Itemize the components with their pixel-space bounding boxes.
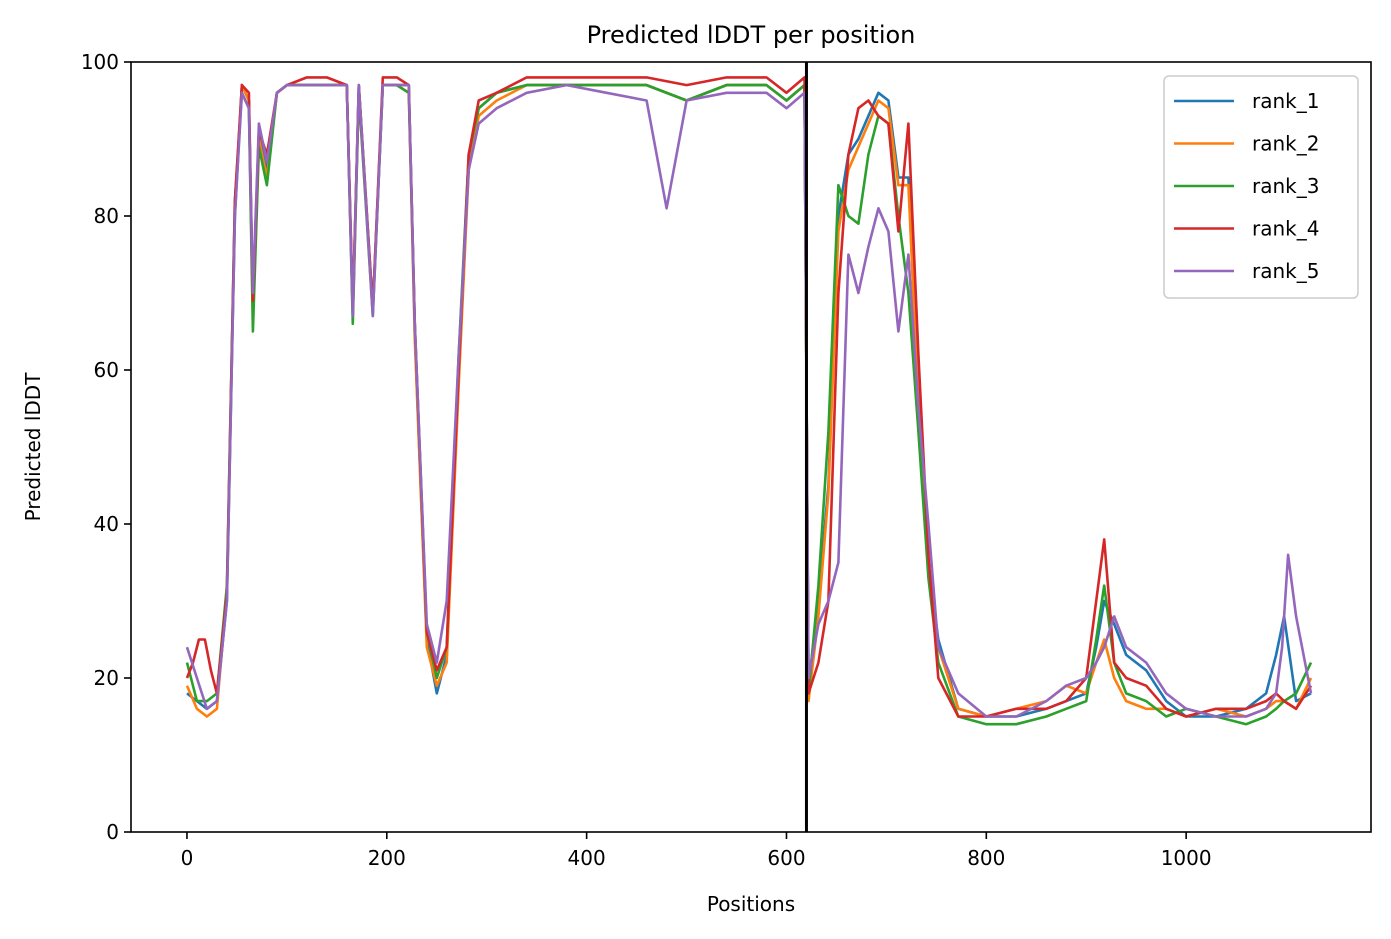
legend-label-rank-4: rank_4	[1252, 217, 1319, 241]
x-tick-label: 1000	[1161, 846, 1212, 870]
y-axis: 0 20 40 60 80 100	[81, 50, 131, 844]
chart-title: Predicted lDDT per position	[587, 21, 916, 49]
legend-box	[1163, 75, 1359, 299]
y-tick-label: 0	[106, 820, 119, 844]
y-tick-label: 100	[81, 50, 119, 74]
x-tick-label: 800	[967, 846, 1005, 870]
axes-frame	[130, 61, 1372, 833]
legend-label-rank-2: rank_2	[1252, 132, 1319, 156]
series-line-rank-5	[185, 83, 1313, 718]
y-tick-label: 60	[94, 358, 119, 382]
x-tick-label: 200	[368, 846, 406, 870]
y-tick-label: 80	[94, 204, 119, 228]
y-axis-label: Predicted lDDT	[21, 372, 45, 522]
legend-label-rank-3: rank_3	[1252, 174, 1319, 198]
x-tick-label: 0	[181, 846, 194, 870]
legend: rank_1 rank_2 rank_3 rank_4 rank_5	[1163, 75, 1359, 299]
x-tick-label: 400	[568, 846, 606, 870]
plot-area	[130, 61, 1372, 833]
legend-label-rank-1: rank_1	[1252, 89, 1319, 113]
y-tick-label: 40	[94, 512, 119, 536]
x-tick-label: 600	[767, 846, 805, 870]
x-axis-label: Positions	[707, 892, 795, 916]
legend-label-rank-5: rank_5	[1252, 259, 1319, 283]
series-lines	[185, 76, 1313, 726]
x-axis: 0 200 400 600 800 1000	[181, 832, 1212, 870]
y-tick-label: 20	[94, 666, 119, 690]
